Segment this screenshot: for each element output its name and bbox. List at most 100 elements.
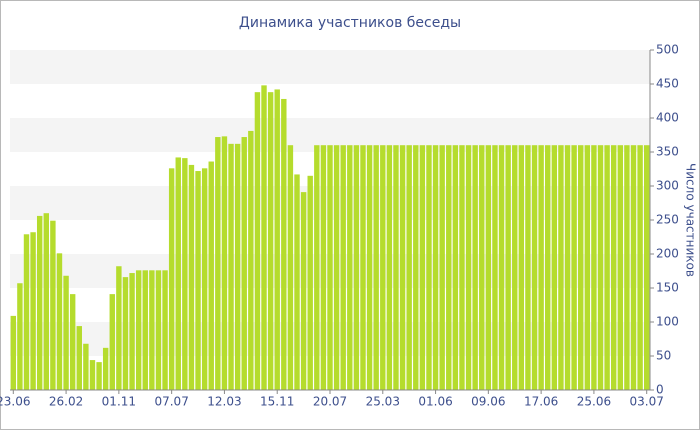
bar (604, 145, 610, 390)
bar (564, 145, 571, 390)
bar (340, 145, 346, 390)
bar (261, 85, 267, 391)
bar (76, 326, 82, 390)
bar (135, 270, 142, 390)
bar (446, 145, 452, 390)
bar (281, 98, 287, 391)
bar (393, 145, 399, 390)
bar (353, 145, 360, 390)
x-tick-label: 25.03 (366, 395, 400, 409)
bar (89, 360, 96, 390)
bar (360, 145, 366, 390)
bar (23, 234, 30, 390)
bar (465, 145, 472, 390)
y-tick-label: 250 (656, 213, 679, 227)
bar (188, 164, 195, 390)
bar (116, 266, 122, 390)
x-tick-label: 26.02 (49, 395, 83, 409)
y-tick-label: 100 (656, 315, 679, 329)
x-tick-label: 01.11 (102, 395, 136, 409)
bar (155, 270, 162, 390)
bar (399, 145, 406, 390)
bar (195, 171, 201, 390)
bar (254, 92, 261, 390)
y-tick-label: 50 (656, 349, 671, 363)
bar (287, 145, 294, 390)
bar (267, 92, 274, 390)
y-tick-label: 450 (656, 77, 679, 91)
bar (630, 145, 637, 390)
bar (452, 145, 459, 390)
bar (96, 362, 102, 390)
grid-band (10, 50, 650, 84)
bar (591, 145, 597, 390)
y-tick-label: 400 (656, 111, 679, 125)
bar (525, 145, 531, 390)
bar (492, 145, 498, 390)
bar (419, 145, 426, 390)
bar (83, 343, 89, 390)
y-tick-label: 0 (656, 383, 664, 397)
bar (439, 145, 445, 390)
bar (102, 347, 109, 390)
bar (558, 145, 564, 390)
bar (162, 270, 168, 390)
bar (366, 145, 373, 390)
bar (578, 145, 584, 390)
x-tick-label: 17.06 (524, 395, 558, 409)
bar (584, 145, 591, 390)
bar (142, 270, 148, 390)
bar (320, 145, 327, 390)
bar (300, 192, 307, 390)
x-tick-label: 01.06 (418, 395, 452, 409)
bar (333, 145, 340, 390)
y-tick-label: 200 (656, 247, 679, 261)
bar (201, 168, 208, 390)
bar (10, 315, 17, 390)
bar (36, 215, 43, 390)
y-tick-label: 500 (656, 43, 679, 57)
bar (498, 145, 505, 390)
chart-title: Динамика участников беседы (239, 15, 461, 31)
bar (505, 145, 511, 390)
x-tick-label: 15.11 (260, 395, 294, 409)
bar (637, 145, 643, 390)
bar (294, 174, 300, 390)
bar (175, 157, 181, 390)
bar (122, 277, 129, 390)
bar (228, 143, 234, 390)
bar (426, 145, 432, 390)
bar (624, 145, 630, 390)
bar (373, 145, 379, 390)
bar (413, 145, 419, 390)
bar (63, 275, 69, 390)
bar (56, 253, 63, 390)
x-tick-label: 07.07 (154, 395, 188, 409)
bar (149, 270, 155, 390)
bar (386, 145, 393, 390)
bar (611, 145, 617, 390)
x-tick-label: 12.03 (207, 395, 241, 409)
bar (43, 213, 49, 390)
bar (129, 273, 135, 390)
bar (327, 145, 333, 390)
bar (221, 136, 228, 390)
bar (248, 130, 254, 391)
bar (485, 145, 492, 390)
bar (551, 145, 558, 390)
x-tick-label: 09.06 (471, 395, 505, 409)
bar (571, 145, 577, 390)
bar (617, 145, 624, 390)
bar (518, 145, 525, 390)
bar (432, 145, 439, 390)
bar (168, 168, 175, 390)
y-tick-label: 350 (656, 145, 679, 159)
bar (545, 145, 551, 390)
bar (347, 145, 353, 390)
bar (472, 145, 478, 390)
bar (512, 145, 518, 390)
x-tick-label: 25.06 (577, 395, 611, 409)
bar (182, 158, 188, 390)
y-tick-label: 300 (656, 179, 679, 193)
